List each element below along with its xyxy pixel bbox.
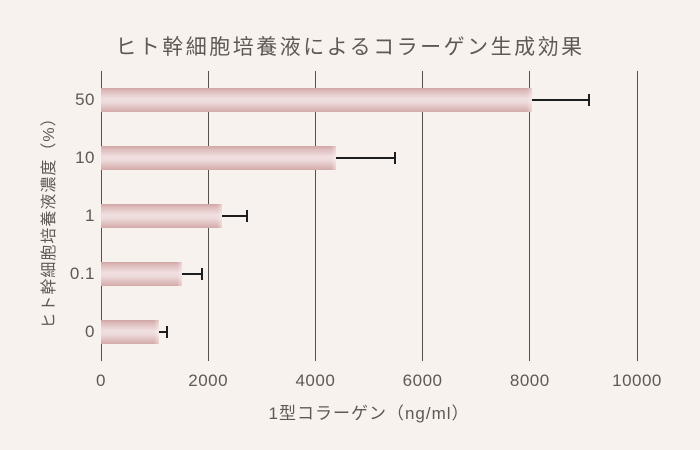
y-tick-label: 1: [85, 206, 95, 225]
y-tick-label: 10: [75, 148, 95, 167]
bar: [101, 204, 222, 228]
gridline: [422, 71, 424, 361]
plot-area: 0 2000 4000 6000 8000 10000 50 10 1 0.1 0: [70, 71, 661, 390]
x-tick-label: 0: [96, 371, 106, 390]
y-tick-label: 0.1: [69, 264, 95, 283]
bar: [101, 262, 182, 286]
y-tick-label: 50: [75, 90, 95, 109]
x-tick-label: 6000: [402, 371, 443, 390]
gridline: [314, 71, 316, 361]
chart-title: ヒト幹細胞培養液によるコラーゲン生成効果: [115, 36, 585, 59]
error-bar-cap: [588, 94, 591, 106]
gridline: [636, 71, 638, 361]
error-bar-cap: [246, 210, 249, 222]
error-bar-line: [221, 215, 248, 217]
y-tick-label: 0: [85, 322, 95, 341]
gridline: [529, 71, 531, 361]
error-bar-line: [181, 273, 203, 275]
bar: [101, 146, 336, 170]
error-bar-cap: [165, 326, 168, 338]
error-bar-line: [158, 331, 167, 333]
bar: [101, 88, 533, 112]
error-bar-line: [532, 99, 590, 101]
x-tick-label: 4000: [295, 371, 336, 390]
error-bar-cap: [393, 152, 396, 164]
y-axis-label: ヒト幹細胞培養液濃度（%）: [41, 109, 58, 329]
x-axis-label: 1型コラーゲン（ng/ml）: [268, 404, 470, 423]
x-tick-label: 2000: [188, 371, 229, 390]
error-bar-cap: [201, 268, 204, 280]
bar: [101, 320, 159, 344]
x-tick-label: 10000: [612, 371, 662, 390]
x-tick-label: 8000: [509, 371, 550, 390]
error-bar-line: [335, 157, 395, 159]
